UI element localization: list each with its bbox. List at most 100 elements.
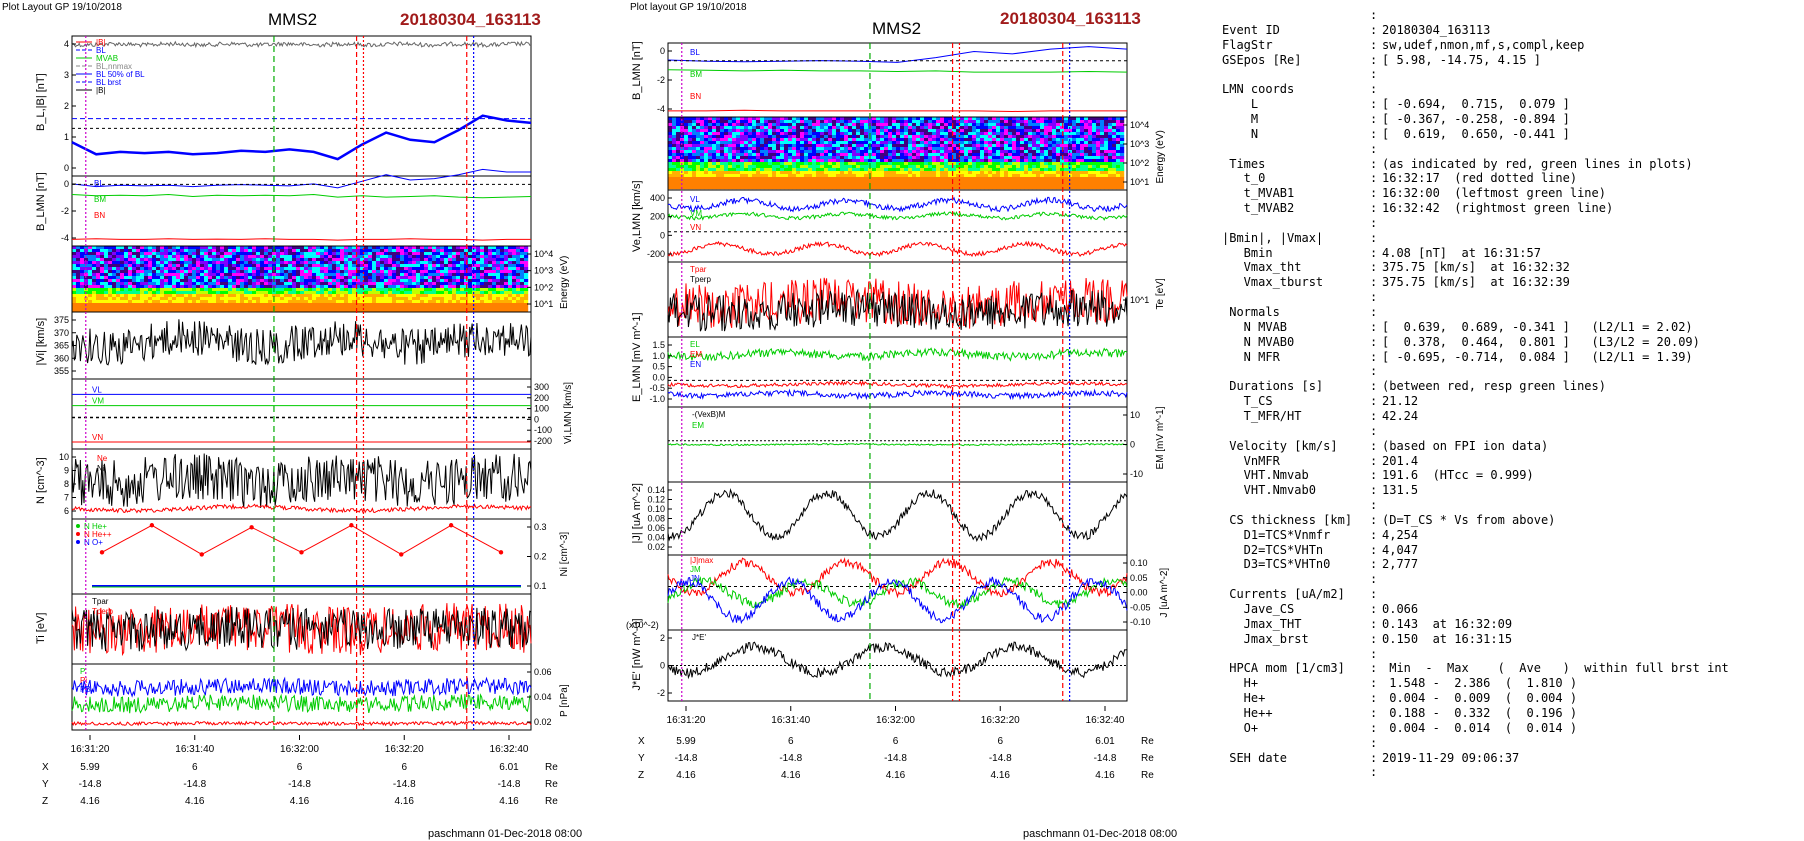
spectrogram-cell (884, 126, 889, 130)
legend-marker (76, 532, 80, 536)
spectrogram-cell (272, 264, 277, 268)
spectrogram-cell (72, 285, 77, 289)
spectrogram-cell (840, 150, 845, 154)
spectrogram-cell (1044, 168, 1049, 172)
spectrogram-cell (332, 288, 337, 292)
spectrogram-cell (144, 255, 149, 259)
spectrogram-cell (1088, 135, 1093, 139)
spectrogram-cell (436, 276, 441, 280)
spectrogram-cell (856, 120, 861, 124)
spectrogram-cell (480, 249, 485, 253)
spectrogram-cell (220, 273, 225, 277)
spectrogram-cell (164, 300, 169, 304)
spectrogram-cell (204, 306, 209, 310)
spectrogram-cell (220, 270, 225, 274)
spectrogram-cell (1028, 159, 1033, 163)
spectrogram-cell (440, 309, 445, 313)
spectrogram-cell (416, 273, 421, 277)
spectrogram-cell (228, 252, 233, 256)
spectrogram-cell (236, 252, 241, 256)
spectrogram-cell (236, 282, 241, 286)
spectrogram-cell (812, 141, 817, 145)
spectrogram-cell (220, 246, 225, 250)
spectrogram-cell (96, 285, 101, 289)
spectrogram-cell (772, 120, 777, 124)
spectrogram-cell (152, 270, 157, 274)
spectrogram-cell (468, 273, 473, 277)
spectrogram-cell (192, 294, 197, 298)
spectrogram-cell (1080, 162, 1085, 166)
spectrogram-cell (180, 276, 185, 280)
spectrogram-cell (360, 258, 365, 262)
left-ytick-label: -4 (61, 233, 69, 243)
spectrogram-cell (788, 135, 793, 139)
spectrogram-cell (508, 264, 513, 268)
spectrogram-cell (1016, 162, 1021, 166)
spectrogram-cell (448, 282, 453, 286)
spectrogram-cell (936, 153, 941, 157)
spectrogram-cell (516, 282, 521, 286)
spectrogram-cell (524, 300, 529, 304)
spectrogram-cell (700, 120, 705, 124)
spectrogram-cell (124, 285, 129, 289)
spectrogram-cell (1024, 144, 1029, 148)
spectrogram-cell (984, 147, 989, 151)
spectrogram-cell (488, 246, 493, 250)
spectrogram-cell (1084, 171, 1089, 175)
spectrogram-cell (824, 162, 829, 166)
spectrogram-cell (684, 174, 689, 178)
spectrogram-cell (776, 162, 781, 166)
spectrogram-cell (424, 273, 429, 277)
spectrogram-cell (820, 135, 825, 139)
left-ytick-label-right: 0.06 (534, 667, 552, 677)
spectrogram-cell (884, 153, 889, 157)
spectrogram-cell (268, 273, 273, 277)
spectrogram-cell (492, 252, 497, 256)
spectrogram-cell (800, 159, 805, 163)
left-legend-B: BL 50% of BL (96, 70, 145, 79)
spectrogram-cell (160, 261, 165, 265)
spectrogram-cell (172, 294, 177, 298)
spectrogram-cell (344, 303, 349, 307)
spectrogram-cell (828, 117, 833, 121)
spectrogram-cell (392, 255, 397, 259)
spectrogram-cell (268, 264, 273, 268)
left-ytick-label: 9 (64, 466, 69, 476)
spectrogram-cell (184, 270, 189, 274)
spectrogram-cell (1048, 132, 1053, 136)
spectrogram-cell (880, 156, 885, 160)
spectrogram-cell (972, 162, 977, 166)
spectrogram-cell (212, 288, 217, 292)
spectrogram-cell (1072, 117, 1077, 121)
spectrogram-cell (372, 282, 377, 286)
spectrogram-cell (896, 126, 901, 130)
spectrogram-cell (1060, 144, 1065, 148)
spectrogram-cell (84, 306, 89, 310)
spectrogram-cell (668, 126, 673, 130)
spectrogram-cell (856, 141, 861, 145)
spectrogram-cell (504, 282, 509, 286)
spectrogram-cell (136, 282, 141, 286)
spectrogram-cell (720, 165, 725, 169)
spectrogram-cell (864, 138, 869, 142)
spectrogram-cell (712, 168, 717, 172)
spectrogram-cell (1048, 144, 1053, 148)
spectrogram-cell (236, 279, 241, 283)
spectrogram-cell (96, 255, 101, 259)
spectrogram-cell (104, 267, 109, 271)
spectrogram-cell (336, 300, 341, 304)
spectrogram-cell (120, 261, 125, 265)
spectrogram-cell (892, 141, 897, 145)
spectrogram-cell (832, 123, 837, 127)
spectrogram-cell (88, 300, 93, 304)
spectrogram-cell (100, 288, 105, 292)
spectrogram-cell (744, 126, 749, 130)
spectrogram-cell (420, 288, 425, 292)
spectrogram-cell (1004, 123, 1009, 127)
spectrogram-cell (972, 117, 977, 121)
spectrogram-cell (196, 300, 201, 304)
spectrogram-cell (440, 285, 445, 289)
spectrogram-cell (736, 120, 741, 124)
spectrogram-cell (956, 123, 961, 127)
spectrogram-cell (912, 147, 917, 151)
